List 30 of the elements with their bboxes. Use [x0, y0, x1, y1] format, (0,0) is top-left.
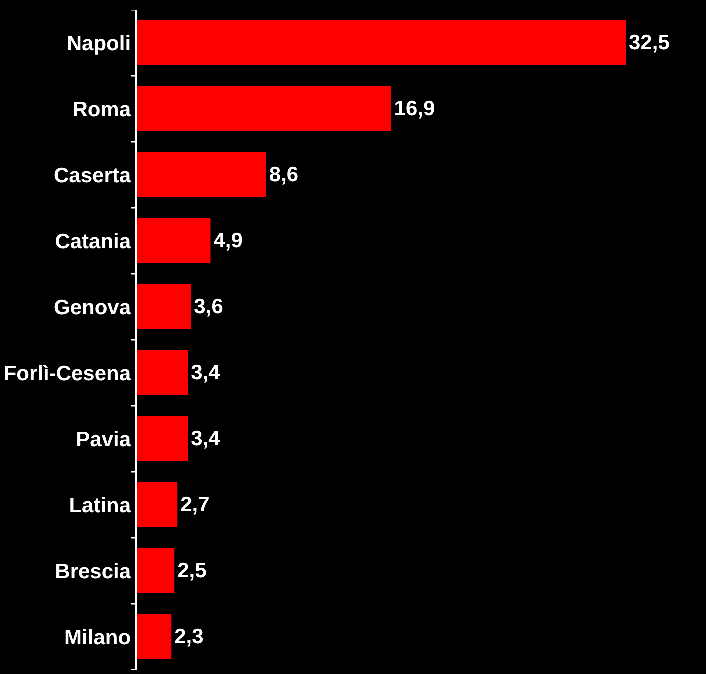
y-tick-label: Napoli — [66, 32, 132, 56]
bar — [137, 548, 175, 594]
y-tick-label: Catania — [55, 230, 132, 254]
bar — [137, 218, 211, 264]
bar — [137, 416, 188, 462]
data-label: 3,4 — [191, 428, 221, 450]
y-tick-label: Roma — [72, 98, 132, 122]
bar — [137, 350, 188, 396]
bar — [137, 482, 178, 528]
y-tick-label: Forlì-Cesena — [4, 362, 132, 386]
bar — [137, 284, 192, 330]
data-label: 3,6 — [194, 296, 224, 318]
data-label: 16,9 — [394, 98, 436, 120]
bar — [137, 86, 392, 132]
data-label: 2,3 — [174, 626, 204, 648]
y-tick-label: Brescia — [55, 560, 132, 584]
y-tick-label: Genova — [54, 296, 132, 320]
data-label: 8,6 — [269, 164, 299, 186]
data-label: 32,5 — [629, 32, 670, 54]
bar — [137, 20, 626, 66]
data-label: 2,5 — [178, 560, 208, 582]
y-tick-label: Milano — [64, 626, 132, 650]
data-label: 3,4 — [191, 362, 221, 384]
bar — [137, 152, 266, 198]
y-tick-label: Caserta — [54, 164, 132, 188]
data-label: 2,7 — [180, 494, 210, 516]
data-label: 4,9 — [214, 230, 243, 252]
y-tick-label: Latina — [69, 494, 132, 518]
bar — [137, 614, 172, 660]
y-tick-label: Pavia — [76, 428, 132, 452]
